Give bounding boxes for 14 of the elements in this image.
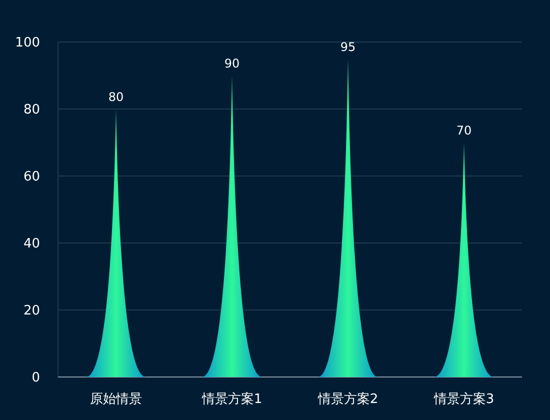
y-tick-label: 80 — [23, 102, 40, 118]
x-tick-label: 情景方案3 — [432, 391, 494, 407]
data-label: 70 — [456, 124, 472, 138]
y-tick-label: 0 — [32, 370, 40, 386]
data-label: 90 — [224, 56, 240, 70]
y-tick-label: 60 — [23, 170, 40, 185]
x-tick-label: 情景方案1 — [200, 391, 262, 407]
data-label: 80 — [108, 90, 124, 104]
y-tick-label: 20 — [23, 304, 40, 319]
y-tick-label: 40 — [23, 236, 40, 252]
x-tick-label: 情景方案2 — [316, 391, 378, 407]
data-label: 95 — [340, 40, 356, 54]
x-tick-label: 原始情景 — [90, 392, 142, 407]
y-tick-label: 100 — [15, 36, 40, 51]
